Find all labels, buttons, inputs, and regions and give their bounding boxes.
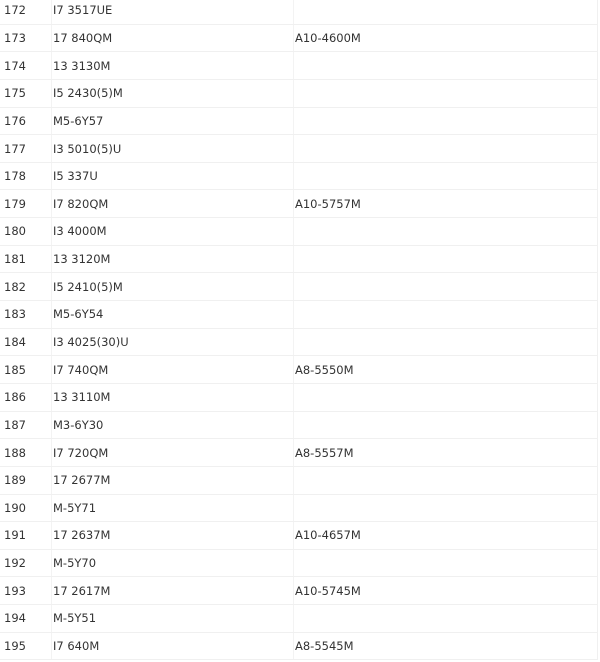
- rank-cell: 195: [0, 632, 52, 661]
- rank-cell: 173: [0, 24, 52, 53]
- amd-cpu-cell: A8-5557M: [293, 438, 598, 467]
- amd-cpu-cell: A8-5550M: [293, 355, 598, 384]
- amd-cpu-cell: [293, 328, 598, 357]
- rank-cell: 184: [0, 328, 52, 357]
- rank-cell: 191: [0, 521, 52, 550]
- rank-cell: 178: [0, 162, 52, 191]
- rank-cell: 189: [0, 466, 52, 495]
- table-row: 193 17 2617M A10-5745M: [0, 576, 598, 606]
- table-row: 182 I5 2410(5)M: [0, 272, 598, 302]
- intel-cpu-cell: 17 840QM: [51, 24, 294, 53]
- amd-cpu-cell: [293, 466, 598, 495]
- amd-cpu-cell: [293, 494, 598, 523]
- rank-cell: 194: [0, 604, 52, 633]
- rank-cell: 181: [0, 245, 52, 274]
- amd-cpu-cell: [293, 51, 598, 80]
- amd-cpu-cell: [293, 604, 598, 633]
- intel-cpu-cell: I5 337U: [51, 162, 294, 191]
- intel-cpu-cell: 17 2637M: [51, 521, 294, 550]
- intel-cpu-cell: M-5Y70: [51, 549, 294, 578]
- table-row: 183 M5-6Y54: [0, 300, 598, 329]
- intel-cpu-cell: I7 820QM: [51, 189, 294, 219]
- table-row: 188 I7 720QM A8-5557M: [0, 438, 598, 467]
- table-row: 173 17 840QM A10-4600M: [0, 24, 598, 53]
- table-row: 187 M3-6Y30: [0, 411, 598, 440]
- intel-cpu-cell: 17 2677M: [51, 466, 294, 495]
- amd-cpu-cell: [293, 411, 598, 440]
- table-row: 194 M-5Y51: [0, 604, 598, 633]
- amd-cpu-cell: A10-4600M: [293, 24, 598, 53]
- table-row: 181 13 3120M: [0, 245, 598, 274]
- intel-cpu-cell: I5 2410(5)M: [51, 272, 294, 302]
- intel-cpu-cell: 13 3110M: [51, 383, 294, 412]
- rank-cell: 172: [0, 0, 52, 25]
- table-row: 185 I7 740QM A8-5550M: [0, 355, 598, 384]
- amd-cpu-cell: A8-5545M: [293, 632, 598, 661]
- rank-cell: 182: [0, 272, 52, 302]
- intel-cpu-cell: 13 3130M: [51, 51, 294, 80]
- amd-cpu-cell: A10-5757M: [293, 189, 598, 219]
- intel-cpu-cell: M5-6Y54: [51, 300, 294, 329]
- rank-cell: 187: [0, 411, 52, 440]
- table-row: 177 I3 5010(5)U: [0, 134, 598, 163]
- intel-cpu-cell: I7 640M: [51, 632, 294, 661]
- rank-cell: 193: [0, 576, 52, 606]
- rank-cell: 177: [0, 134, 52, 163]
- rank-cell: 186: [0, 383, 52, 412]
- table-row: 195 I7 640M A8-5545M: [0, 632, 598, 661]
- amd-cpu-cell: [293, 300, 598, 329]
- table-row: 179 I7 820QM A10-5757M: [0, 189, 598, 219]
- table-row: 174 13 3130M: [0, 51, 598, 80]
- intel-cpu-cell: M3-6Y30: [51, 411, 294, 440]
- intel-cpu-cell: I3 5010(5)U: [51, 134, 294, 163]
- table-row: 172 I7 3517UE: [0, 0, 598, 25]
- intel-cpu-cell: M5-6Y57: [51, 107, 294, 136]
- rank-cell: 185: [0, 355, 52, 384]
- rank-cell: 183: [0, 300, 52, 329]
- table-row: 184 I3 4025(30)U: [0, 328, 598, 357]
- amd-cpu-cell: [293, 245, 598, 274]
- table-row: 190 M-5Y71: [0, 494, 598, 523]
- rank-cell: 190: [0, 494, 52, 523]
- intel-cpu-cell: M-5Y51: [51, 604, 294, 633]
- intel-cpu-cell: I7 740QM: [51, 355, 294, 384]
- rank-cell: 192: [0, 549, 52, 578]
- amd-cpu-cell: [293, 79, 598, 108]
- table-row: 192 M-5Y70: [0, 549, 598, 578]
- intel-cpu-cell: I5 2430(5)M: [51, 79, 294, 108]
- table-row: 180 I3 4000M: [0, 217, 598, 246]
- rank-cell: 175: [0, 79, 52, 108]
- table-row: 175 I5 2430(5)M: [0, 79, 598, 108]
- rank-cell: 188: [0, 438, 52, 467]
- amd-cpu-cell: [293, 549, 598, 578]
- amd-cpu-cell: [293, 272, 598, 302]
- amd-cpu-cell: A10-4657M: [293, 521, 598, 550]
- amd-cpu-cell: [293, 0, 598, 25]
- table-row: 178 I5 337U: [0, 162, 598, 191]
- intel-cpu-cell: I7 720QM: [51, 438, 294, 467]
- table-row: 191 17 2637M A10-4657M: [0, 521, 598, 550]
- intel-cpu-cell: 13 3120M: [51, 245, 294, 274]
- amd-cpu-cell: [293, 383, 598, 412]
- intel-cpu-cell: I7 3517UE: [51, 0, 294, 25]
- rank-cell: 179: [0, 189, 52, 219]
- rank-cell: 180: [0, 217, 52, 246]
- intel-cpu-cell: I3 4025(30)U: [51, 328, 294, 357]
- table-row: 176 M5-6Y57: [0, 107, 598, 136]
- amd-cpu-cell: [293, 162, 598, 191]
- intel-cpu-cell: I3 4000M: [51, 217, 294, 246]
- table-row: 189 17 2677M: [0, 466, 598, 495]
- rank-cell: 176: [0, 107, 52, 136]
- intel-cpu-cell: 17 2617M: [51, 576, 294, 606]
- table-row: 186 13 3110M: [0, 383, 598, 412]
- amd-cpu-cell: [293, 134, 598, 163]
- rank-cell: 174: [0, 51, 52, 80]
- intel-cpu-cell: M-5Y71: [51, 494, 294, 523]
- amd-cpu-cell: [293, 107, 598, 136]
- amd-cpu-cell: A10-5745M: [293, 576, 598, 606]
- amd-cpu-cell: [293, 217, 598, 246]
